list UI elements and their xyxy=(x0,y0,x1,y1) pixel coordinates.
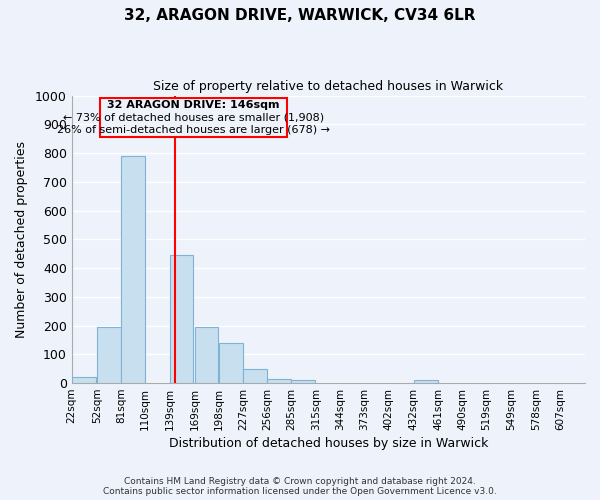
Bar xyxy=(243,368,267,383)
Y-axis label: Number of detached properties: Number of detached properties xyxy=(15,141,28,338)
Bar xyxy=(292,380,315,383)
Bar xyxy=(170,255,193,383)
Title: Size of property relative to detached houses in Warwick: Size of property relative to detached ho… xyxy=(153,80,503,93)
Bar xyxy=(194,327,218,383)
Bar xyxy=(72,378,95,383)
Text: 32, ARAGON DRIVE, WARWICK, CV34 6LR: 32, ARAGON DRIVE, WARWICK, CV34 6LR xyxy=(124,8,476,22)
Bar xyxy=(121,156,145,383)
FancyBboxPatch shape xyxy=(100,98,287,137)
Bar xyxy=(219,343,242,383)
Bar xyxy=(97,327,121,383)
Text: Contains public sector information licensed under the Open Government Licence v3: Contains public sector information licen… xyxy=(103,486,497,496)
Text: 26% of semi-detached houses are larger (678) →: 26% of semi-detached houses are larger (… xyxy=(57,126,330,136)
X-axis label: Distribution of detached houses by size in Warwick: Distribution of detached houses by size … xyxy=(169,437,488,450)
Bar xyxy=(267,379,291,383)
Text: 32 ARAGON DRIVE: 146sqm: 32 ARAGON DRIVE: 146sqm xyxy=(107,100,280,110)
Text: Contains HM Land Registry data © Crown copyright and database right 2024.: Contains HM Land Registry data © Crown c… xyxy=(124,476,476,486)
Bar xyxy=(414,380,438,383)
Text: ← 73% of detached houses are smaller (1,908): ← 73% of detached houses are smaller (1,… xyxy=(63,113,324,123)
